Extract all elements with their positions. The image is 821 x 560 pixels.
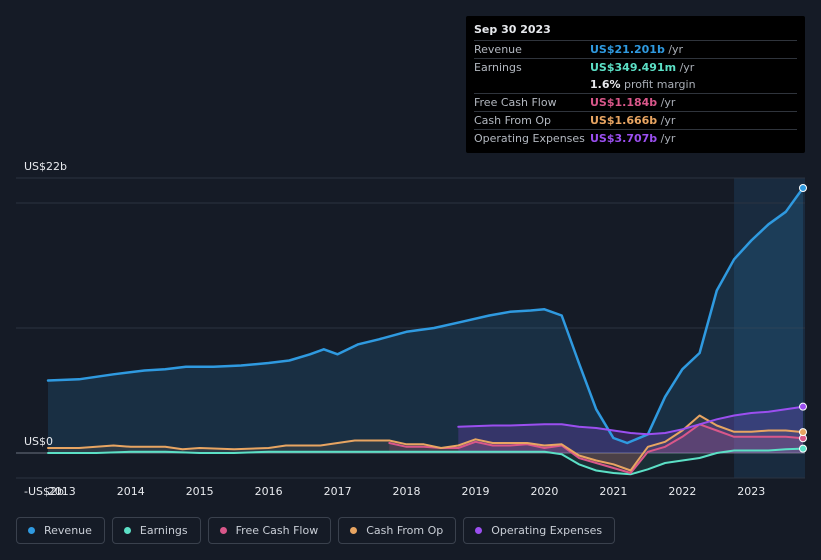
x-axis-label: 2023	[737, 485, 765, 498]
legend-item-earnings[interactable]: Earnings	[111, 517, 201, 544]
legend-item-operating-expenses[interactable]: Operating Expenses	[463, 517, 616, 544]
endpoint-cash-from-op	[799, 428, 807, 437]
tooltip-value: US$1.184b /yr	[590, 96, 676, 109]
legend-dot-icon	[475, 527, 483, 534]
area-operating-expenses	[458, 406, 803, 453]
tooltip-date: Sep 30 2023	[474, 23, 551, 36]
x-axis-label: 2020	[530, 485, 558, 498]
tooltip-row: Revenue US$21.201b /yr	[474, 40, 797, 58]
endpoint-revenue	[799, 184, 807, 192]
y-axis-label: -US$2b	[24, 485, 64, 498]
y-axis-label: US$0	[24, 435, 53, 448]
legend: Revenue Earnings Free Cash Flow Cash From O…	[16, 517, 616, 544]
legend-dot-icon	[219, 527, 227, 534]
legend-label: Cash From Op	[366, 524, 444, 537]
tooltip-label: Earnings	[474, 61, 522, 74]
tooltip-row: Operating Expenses US$3.707b /yr	[474, 129, 797, 147]
line-cash-from-op	[47, 414, 804, 472]
tooltip-value: US$21.201b /yr	[590, 43, 684, 56]
tooltip-label: Cash From Op	[474, 114, 552, 127]
financial-chart: US$22b US$0 -US$2b 2013 2014 2015 2016 2017 201…	[16, 160, 807, 498]
legend-dot-icon	[123, 527, 131, 534]
tooltip-value: US$349.491m /yr	[590, 61, 695, 74]
line-earnings	[47, 447, 804, 476]
legend-label: Earnings	[139, 524, 188, 537]
tooltip-label: Operating Expenses	[474, 132, 585, 145]
tooltip-label: Free Cash Flow	[474, 96, 557, 109]
tooltip-row: Cash From Op US$1.666b /yr	[474, 111, 797, 129]
legend-item-free-cash-flow[interactable]: Free Cash Flow	[207, 517, 332, 544]
x-axis-label: 2017	[324, 485, 352, 498]
legend-dot-icon	[28, 527, 35, 534]
x-axis-label: 2021	[599, 485, 627, 498]
endpoint-operating-expenses	[799, 402, 807, 411]
area-revenue	[48, 188, 803, 453]
line-free-cash-flow	[388, 423, 804, 474]
legend-item-revenue[interactable]: Revenue	[16, 517, 105, 544]
endpoint-earnings	[799, 444, 807, 453]
area-cash-from-op	[48, 415, 803, 471]
legend-dot-icon	[350, 527, 358, 534]
x-axis-label: 2013	[48, 485, 76, 498]
data-tooltip: Sep 30 2023 Revenue US$21.201b /yr Earning…	[466, 16, 805, 153]
legend-label: Operating Expenses	[491, 524, 603, 537]
x-axis-label: 2018	[393, 485, 421, 498]
x-axis-label: 2016	[255, 485, 283, 498]
tooltip-label	[474, 76, 590, 93]
tooltip-row: Free Cash Flow US$1.184b /yr	[474, 93, 797, 111]
y-axis-label: US$22b	[24, 160, 67, 173]
tooltip-label: Revenue	[474, 43, 522, 56]
legend-label: Free Cash Flow	[235, 524, 319, 537]
legend-label: Revenue	[44, 524, 92, 537]
line-operating-expenses	[457, 405, 804, 436]
legend-item-cash-from-op[interactable]: Cash From Op	[338, 517, 457, 544]
line-revenue	[46, 186, 805, 445]
tooltip-row: 1.6% profit margin	[474, 76, 797, 93]
tooltip-value: US$1.666b /yr	[590, 114, 676, 127]
x-axis-label: 2019	[461, 485, 489, 498]
x-axis-label: 2014	[117, 485, 145, 498]
tooltip-value: 1.6% profit margin	[590, 78, 696, 91]
x-axis-label: 2022	[668, 485, 696, 498]
tooltip-value: US$3.707b /yr	[590, 132, 676, 145]
tooltip-row: Earnings US$349.491m /yr	[474, 58, 797, 76]
area-free-cash-flow	[389, 424, 803, 473]
x-axis-label: 2015	[186, 485, 214, 498]
